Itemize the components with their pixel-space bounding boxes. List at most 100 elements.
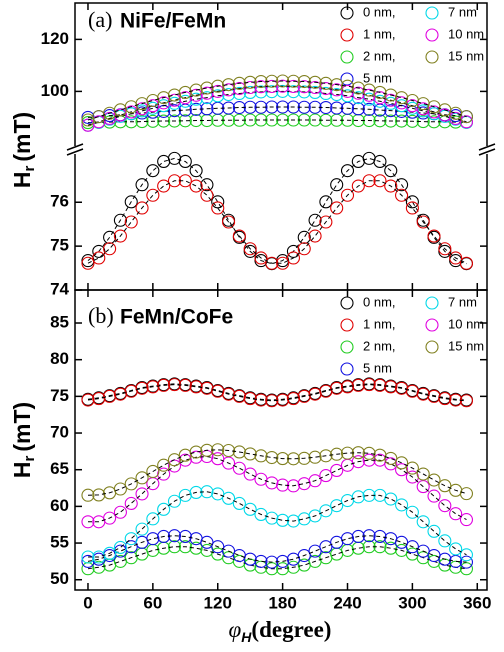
fit-line: [87, 546, 467, 570]
fit-line: [87, 384, 467, 402]
y-tick-label: 60: [50, 496, 69, 515]
data-point: [351, 91, 365, 105]
data-point: [459, 256, 474, 270]
data-point: [113, 482, 127, 496]
data-point: [103, 546, 117, 560]
y-tick-label: 74: [50, 279, 69, 298]
data-point: [232, 229, 246, 243]
data-point: [222, 215, 236, 229]
data-point: [135, 115, 149, 129]
legend-marker: [340, 296, 354, 310]
data-point: [330, 447, 344, 461]
data-point: [297, 230, 311, 244]
data-point: [449, 560, 463, 574]
data-point: [449, 542, 463, 556]
x-tick-label: 360: [463, 593, 491, 612]
data-point: [157, 378, 171, 392]
data-point: [92, 488, 106, 502]
panel-label: (b): [88, 303, 114, 328]
legend-marker: [425, 28, 439, 42]
data-point: [254, 560, 268, 574]
data-point: [340, 188, 355, 202]
legend-marker: [340, 362, 354, 376]
data-point: [167, 453, 182, 467]
y-tick-label: 75: [50, 236, 69, 255]
legend-marker: [425, 296, 439, 310]
data-point: [416, 515, 430, 529]
data-point: [459, 115, 474, 129]
axis-break: [478, 148, 496, 156]
data-point: [438, 552, 452, 566]
legend-marker: [425, 6, 439, 20]
fit-line: [87, 180, 467, 264]
legend-label: 5 nm: [363, 70, 392, 85]
legend-marker: [425, 50, 439, 64]
data-point: [459, 513, 474, 527]
x-tick-label: 0: [83, 593, 92, 612]
axis-break: [72, 146, 78, 154]
legend-marker: [340, 28, 354, 42]
data-point: [373, 94, 387, 108]
data-point: [103, 389, 117, 403]
x-tick-label: 240: [333, 593, 361, 612]
data-point: [135, 178, 149, 192]
data-point: [362, 378, 376, 392]
y-tick-label: 75: [50, 386, 69, 405]
y-label-sub: r: [21, 166, 38, 172]
data-point: [178, 85, 192, 99]
data-point: [362, 174, 376, 188]
legend-marker: [340, 50, 354, 64]
data-point: [427, 389, 441, 403]
x-tick-label: 60: [143, 593, 162, 612]
data-point: [340, 164, 355, 178]
data-point: [232, 445, 246, 459]
data-point: [330, 201, 344, 215]
panel-label: (a): [88, 7, 112, 32]
data-point: [178, 154, 192, 169]
data-point: [427, 229, 441, 243]
data-point: [308, 450, 322, 464]
data-point: [330, 178, 344, 192]
data-point: [459, 487, 474, 501]
data-point: [222, 443, 236, 458]
data-point: [157, 458, 171, 472]
data-point: [265, 85, 279, 99]
y-tick-label: 76: [50, 192, 69, 211]
data-point: [362, 92, 376, 106]
data-point: [395, 188, 409, 202]
data-point: [200, 91, 214, 105]
data-point: [81, 515, 95, 529]
fit-line: [87, 449, 467, 496]
y-label-main: H: [9, 462, 35, 479]
data-point: [157, 179, 171, 193]
data-point: [395, 456, 409, 470]
data-point: [459, 555, 474, 569]
data-point: [243, 75, 257, 89]
legend-label: 5 nm: [363, 360, 392, 375]
fit-line: [87, 119, 467, 124]
legend-label: 15 nm: [448, 48, 484, 63]
data-point: [405, 461, 419, 475]
data-point: [200, 81, 214, 95]
legend-label: 10 nm: [448, 26, 484, 41]
data-point: [232, 389, 246, 403]
data-point: [243, 502, 257, 516]
data-point: [103, 511, 117, 525]
data-point: [449, 507, 463, 521]
data-point: [384, 96, 398, 110]
data-point: [395, 498, 409, 512]
data-point: [373, 154, 387, 169]
y-tick-label: 65: [50, 459, 69, 478]
data-point: [92, 251, 106, 265]
data-point: [319, 469, 333, 483]
axis-break: [66, 143, 84, 151]
data-point: [81, 393, 95, 407]
data-point: [395, 463, 409, 477]
legend-marker: [425, 318, 439, 332]
y-axis-label: Hr (mT): [9, 112, 38, 188]
y-tick-label: 85: [50, 312, 69, 331]
data-point: [189, 380, 203, 394]
data-point: [254, 449, 268, 463]
data-point: [232, 496, 246, 510]
